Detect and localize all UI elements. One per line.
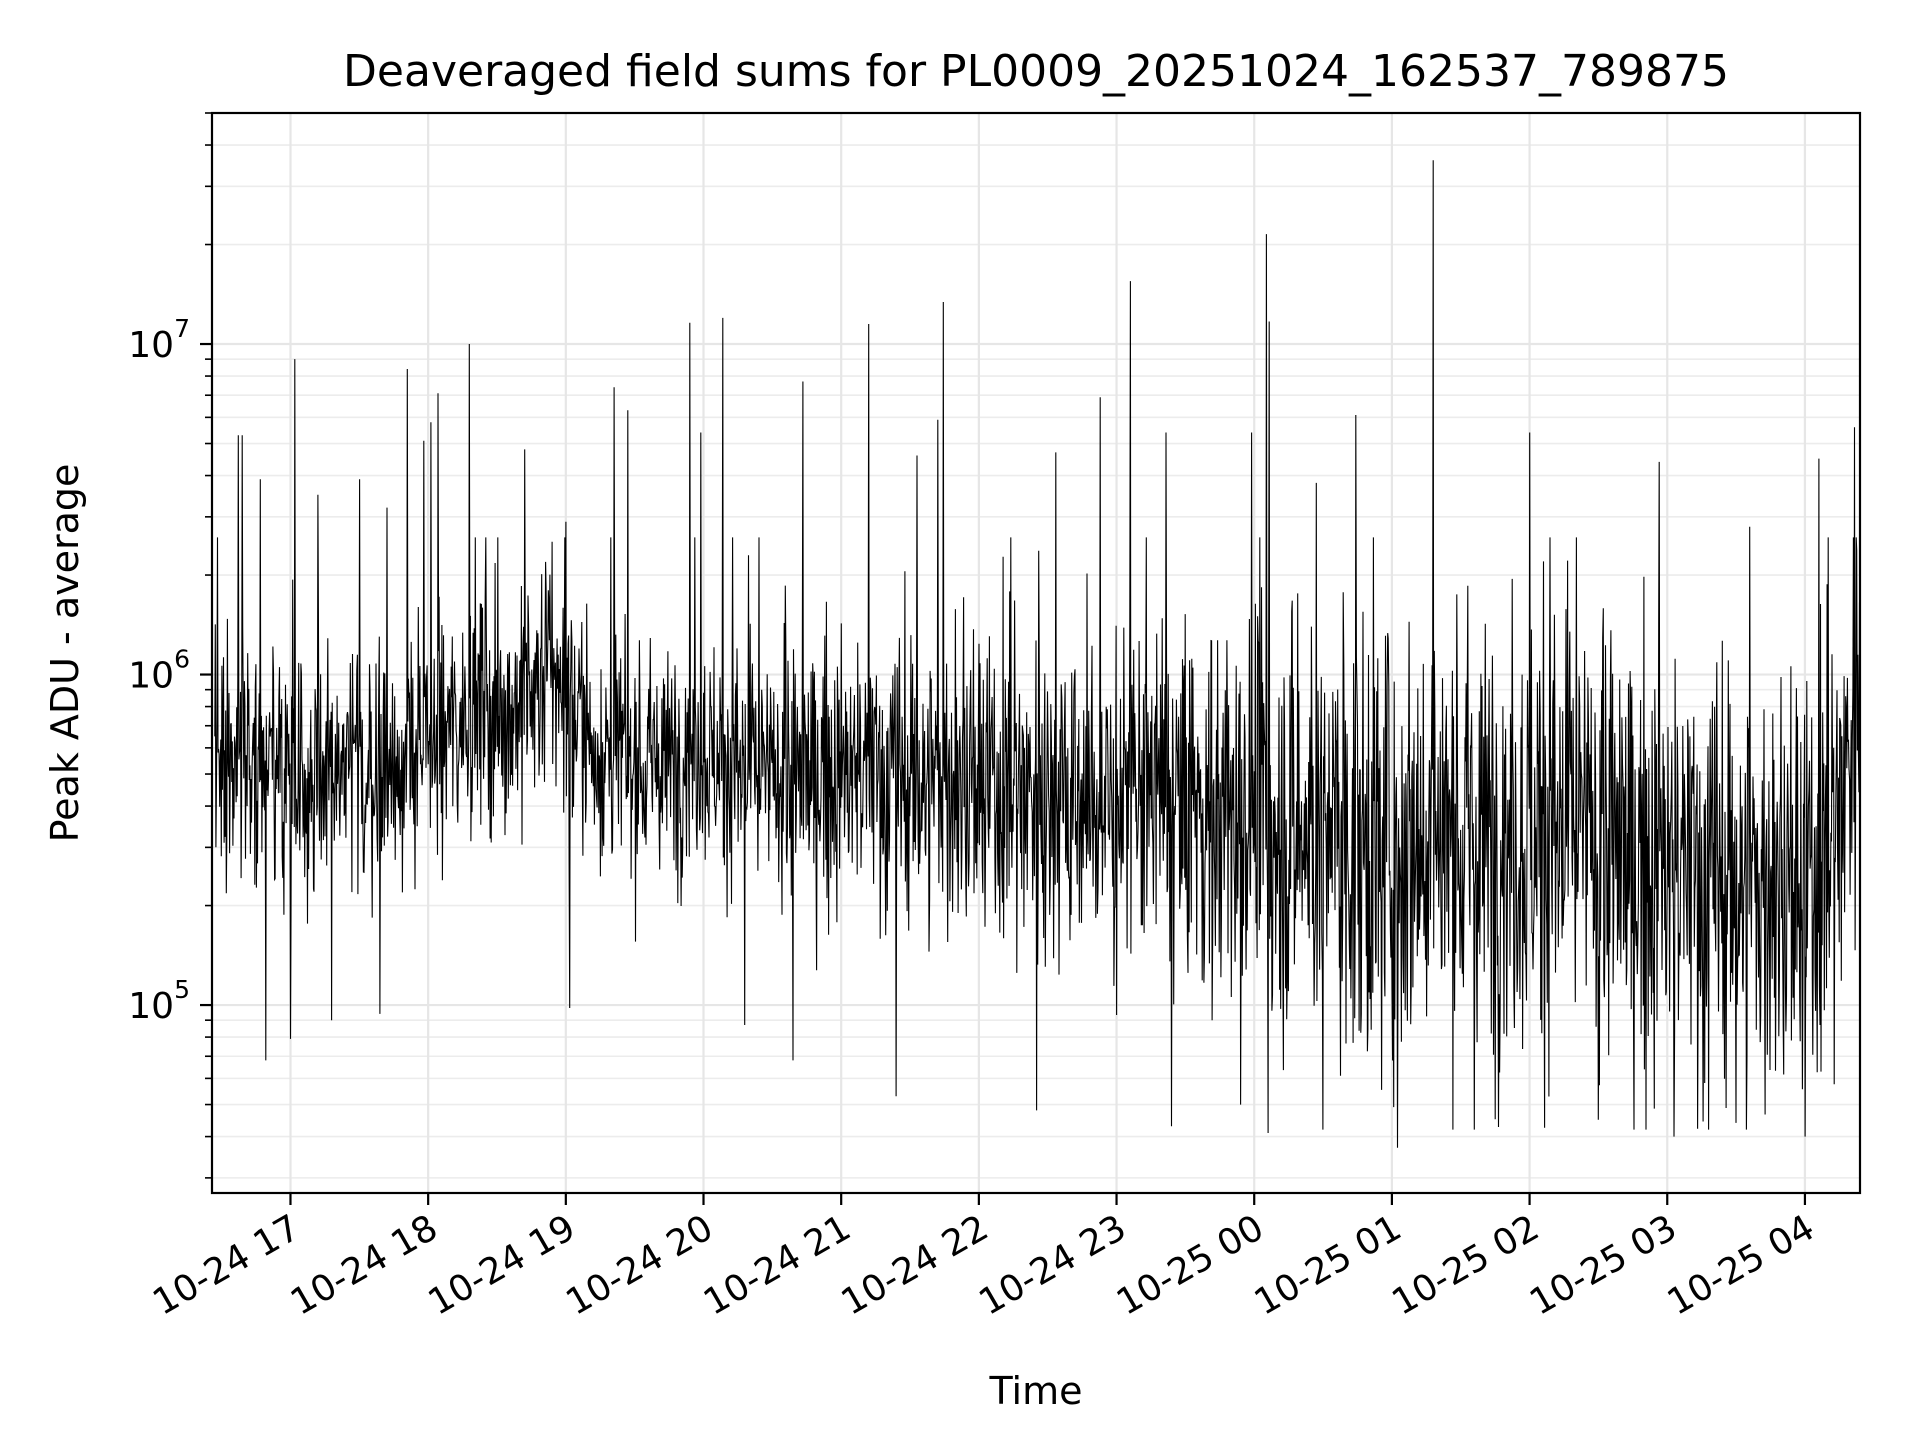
plot-area: [214, 160, 1861, 1148]
x-tick-label: 10-25 04: [1661, 1207, 1822, 1323]
x-tick-label: 10-24 20: [559, 1207, 720, 1323]
x-tick-label: 10-24 21: [697, 1207, 858, 1323]
x-tick-label: 10-25 01: [1248, 1207, 1409, 1323]
x-tick-label: 10-24 23: [972, 1207, 1133, 1323]
y-tick-label: 106: [128, 645, 190, 697]
x-tick-label: 10-24 18: [284, 1207, 445, 1323]
x-tick-label: 10-25 02: [1385, 1207, 1546, 1323]
x-tick-label: 10-24 19: [422, 1207, 583, 1323]
y-axis-label: Peak ADU - average: [43, 464, 87, 843]
y-tick-label: 107: [128, 314, 190, 366]
x-axis-label: Time: [989, 1369, 1083, 1413]
chart-title: Deaveraged field sums for PL0009_2025102…: [343, 46, 1729, 97]
x-tick-label: 10-24 22: [835, 1207, 996, 1323]
axes-frame: [210, 111, 1862, 1195]
x-tick-label: 10-25 00: [1110, 1207, 1271, 1323]
series-line: [214, 160, 1861, 1148]
x-tick-label: 10-24 17: [146, 1207, 307, 1323]
y-tick-label: 105: [128, 975, 190, 1027]
x-tick-label: 10-25 03: [1523, 1207, 1684, 1323]
